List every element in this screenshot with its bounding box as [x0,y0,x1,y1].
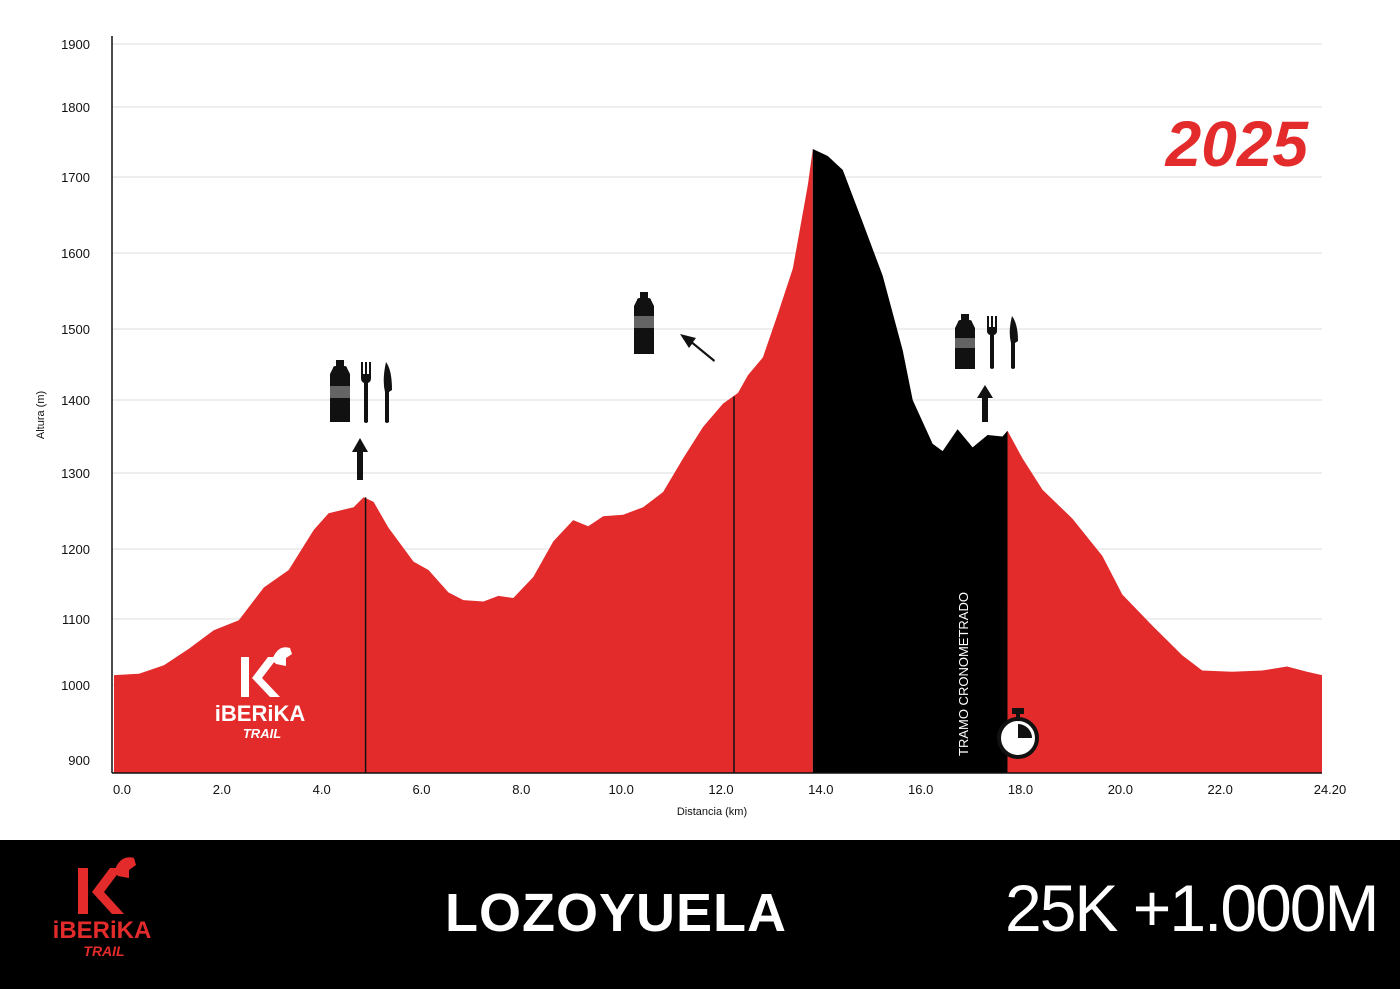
fork-icon [361,362,371,423]
y-tick-label: 1400 [61,393,90,408]
y-tick-label: 1100 [62,612,90,627]
x-tick-label: 0.0 [113,782,131,797]
footer-brand-name: iBERiKA [53,917,152,944]
arrow-diagonal-icon [680,334,715,362]
x-tick-labels: 0.0 2.0 4.0 6.0 8.0 10.0 12.0 14.0 16.0 18.0 20.0 2… [113,782,1346,797]
chart-brand-logo: iBERiKA TRAIL [215,647,306,741]
aid-station-lines [364,396,735,773]
timed-section-label: TRAMO CRONOMETRADO [956,592,971,756]
x-tick-label: 4.0 [313,782,331,797]
aid-station-1 [330,360,392,480]
brand-sub: TRAIL [243,726,281,741]
y-axis-label: Altura (m) [35,391,47,439]
x-tick-label: 10.0 [609,782,634,797]
x-tick-label: 14.0 [808,782,833,797]
footer-brand-sub: TRAIL [83,943,124,959]
x-tick-label: 8.0 [512,782,530,797]
y-tick-label: 1800 [61,100,90,115]
y-tick-label: 1600 [61,246,90,261]
y-tick-labels: 900 1000 1100 1200 1300 1400 1500 1600 1700 1800 1… [61,37,90,768]
water-bottle-icon [330,360,350,422]
fork-icon [987,316,997,369]
x-axis-label: Distancia (km) [677,806,747,818]
y-tick-label: 1900 [61,37,90,52]
knife-icon [383,362,392,423]
knife-icon [1009,316,1018,369]
x-tick-label: 24.20 [1314,782,1347,797]
y-tick-label: 1300 [61,466,90,481]
footer-brand-logo: iBERiKA TRAIL [53,857,152,959]
x-tick-label: 12.0 [708,782,733,797]
x-tick-label: 22.0 [1208,782,1233,797]
y-tick-label: 1500 [61,322,90,337]
brand-name: iBERiKA [215,701,306,726]
footer-bar: iBERiKA TRAIL LOZOYUELA 25K +1.000M [0,840,1400,989]
x-tick-label: 6.0 [412,782,430,797]
x-tick-label: 16.0 [908,782,933,797]
water-bottle-icon [955,314,975,369]
profile-segment-1 [114,149,813,773]
y-tick-label: 1200 [61,542,90,557]
elevation-profile [114,149,1322,773]
arrow-up-icon [352,438,368,480]
axes [111,36,1322,774]
water-bottle-icon [634,292,654,354]
x-tick-label: 20.0 [1108,782,1133,797]
aid-station-3 [955,314,1018,422]
stopwatch-icon [997,708,1039,759]
y-tick-label: 1700 [61,170,90,185]
aid-station-2 [634,292,715,362]
x-tick-label: 2.0 [213,782,231,797]
y-tick-label: 900 [68,753,90,768]
y-tick-label: 1000 [61,678,90,693]
race-stats: 25K +1.000M [1005,871,1379,945]
year-label: 2025 [1165,108,1310,180]
race-name: LOZOYUELA [445,883,787,943]
elevation-chart: 900 1000 1100 1200 1300 1400 1500 1600 1700 1800 1… [35,36,1346,818]
arrow-up-icon [977,385,993,422]
profile-segment-2 [812,149,1008,773]
profile-segment-3 [1007,430,1322,773]
x-tick-label: 18.0 [1008,782,1033,797]
